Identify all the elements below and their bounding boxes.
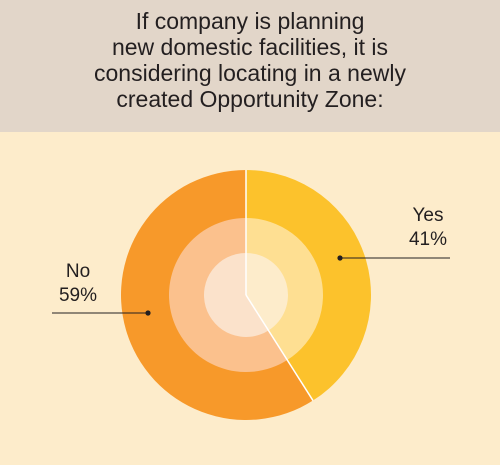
yes-value: 41% xyxy=(409,229,447,250)
title-banner: If company is planning new domestic faci… xyxy=(0,0,500,132)
title-line-3: considering locating in a newly xyxy=(94,60,406,86)
no-leader-dot xyxy=(145,310,151,316)
pie-slices xyxy=(121,170,372,420)
slice-no-inner xyxy=(204,253,269,337)
chart-title: If company is planning new domestic faci… xyxy=(0,8,500,112)
title-line-4: created Opportunity Zone: xyxy=(116,86,384,112)
yes-label: Yes xyxy=(413,205,444,226)
no-label: No xyxy=(66,261,90,282)
title-line-1: If company is planning xyxy=(135,8,365,34)
title-line-2: new domestic facilities, it is xyxy=(111,34,389,60)
no-value: 59% xyxy=(59,285,97,306)
slice-divider xyxy=(245,294,314,401)
yes-leader-dot xyxy=(337,255,343,261)
